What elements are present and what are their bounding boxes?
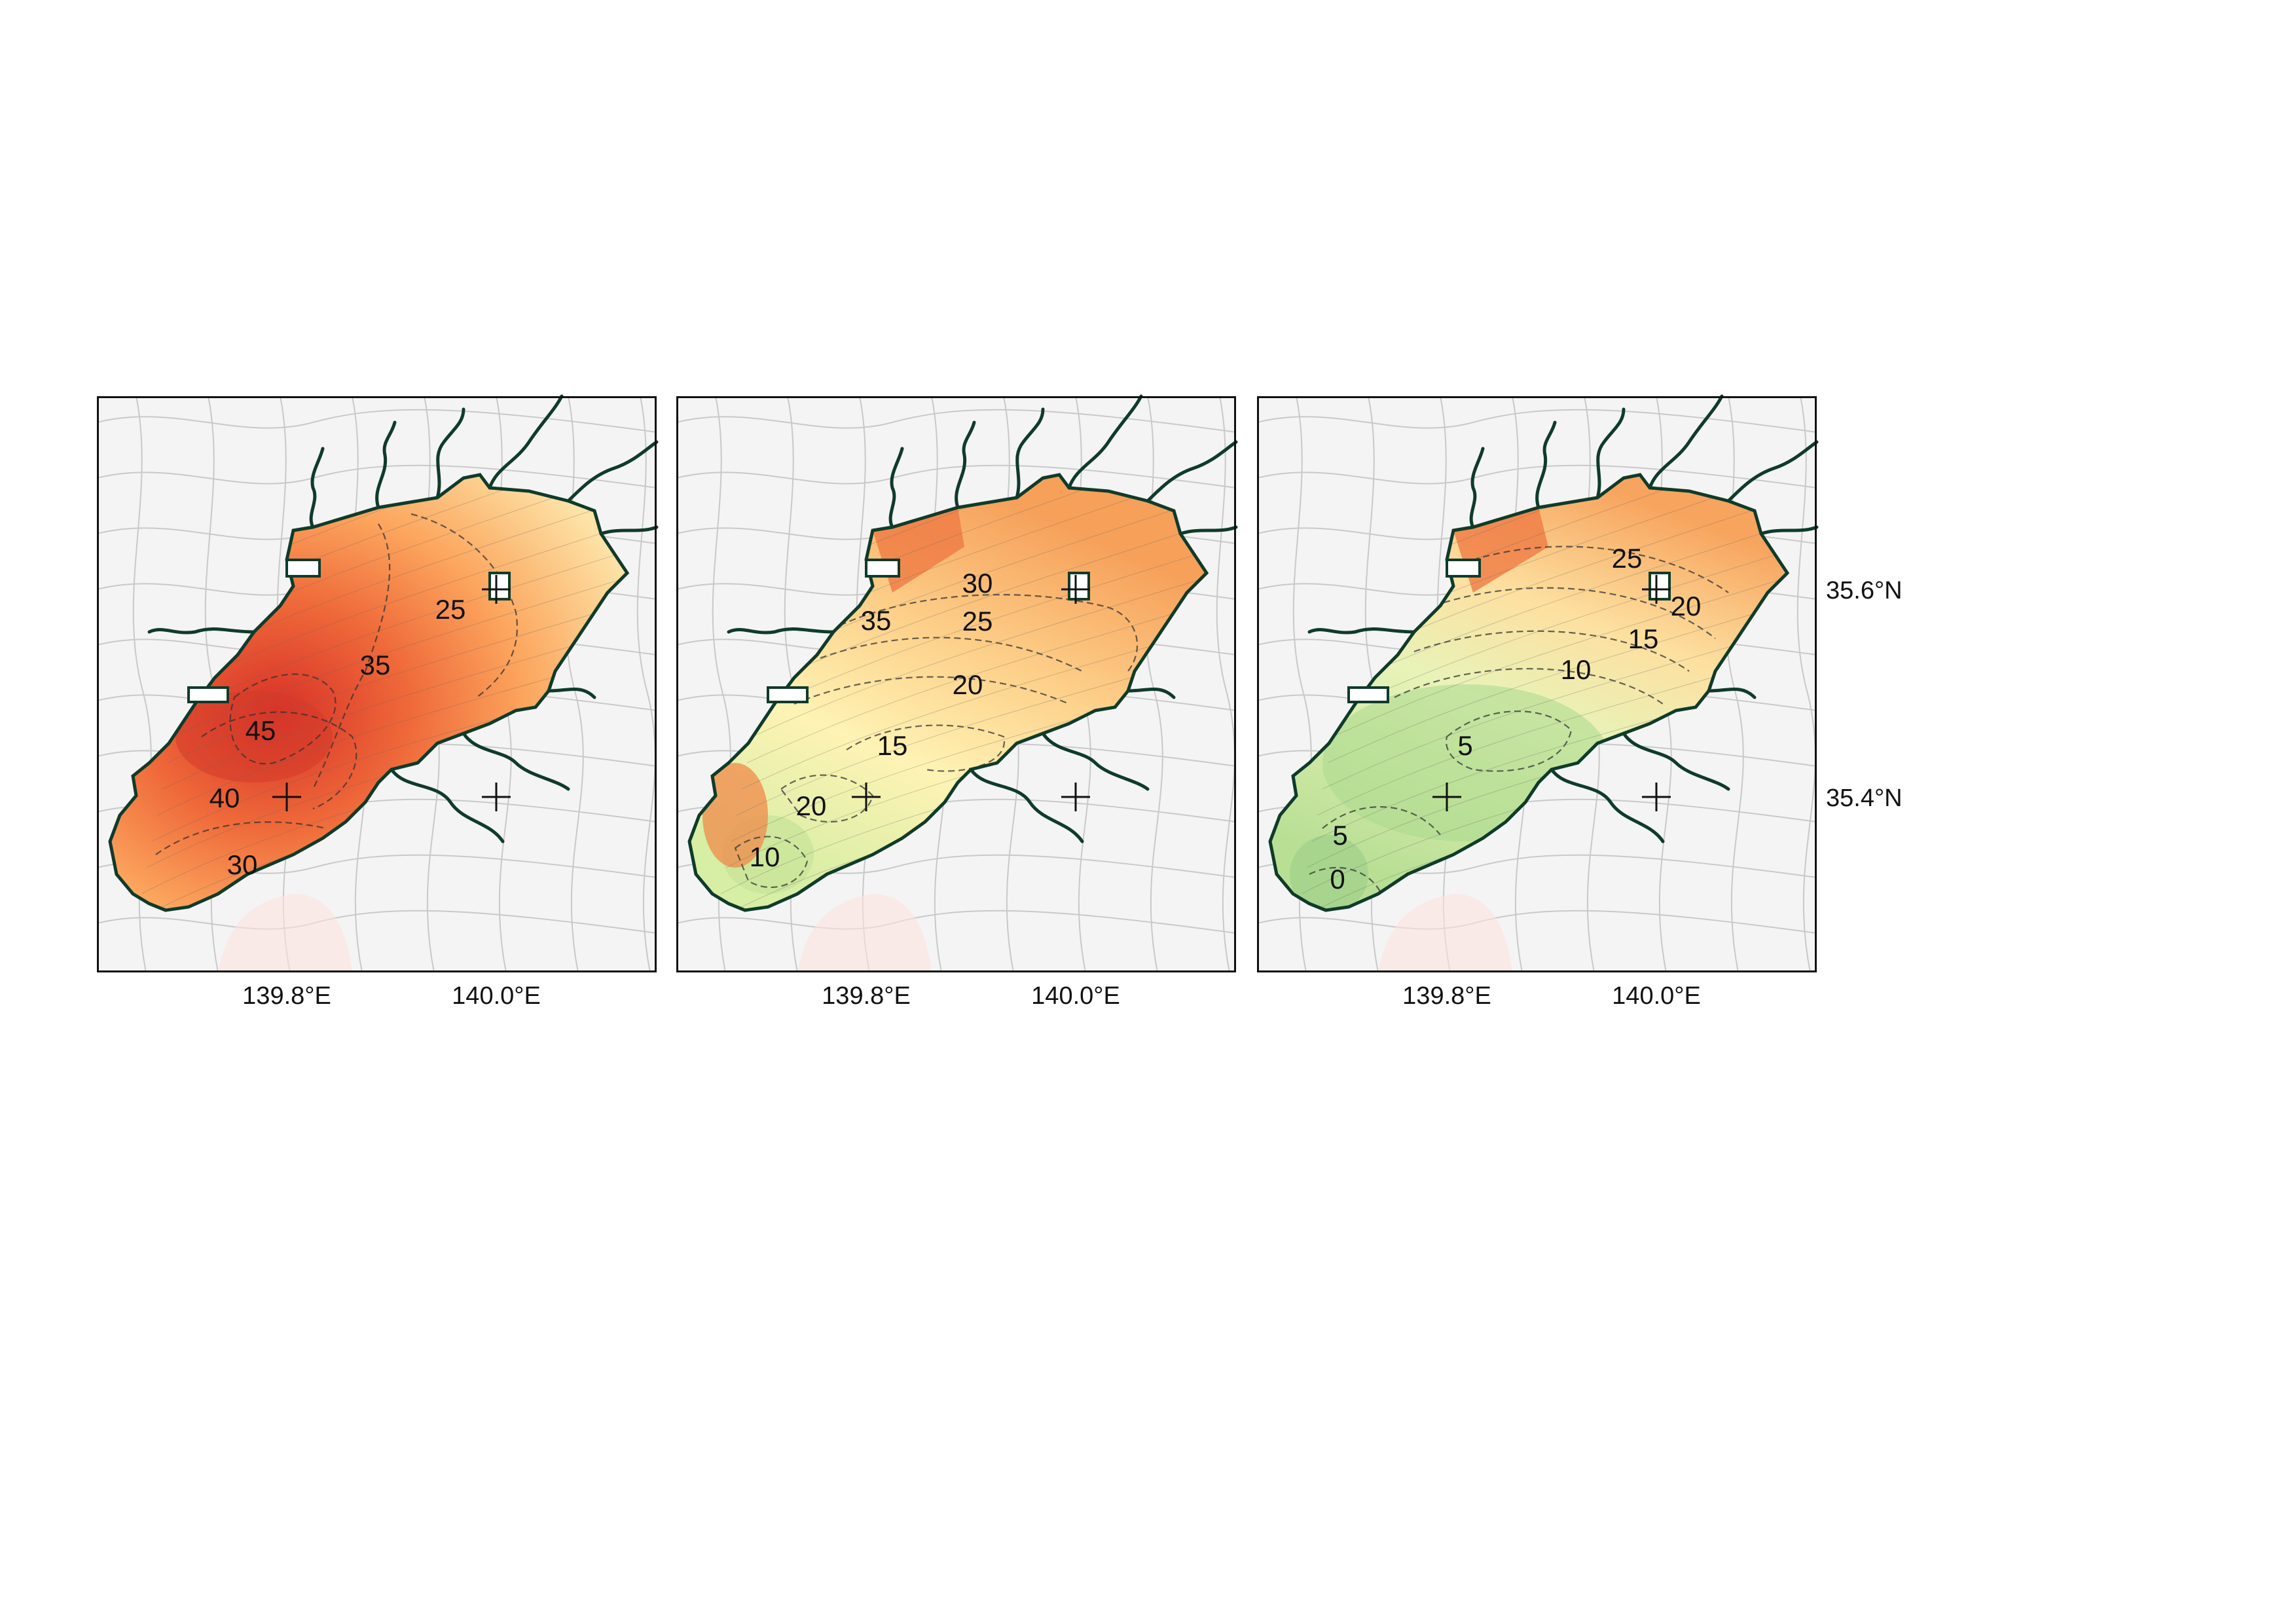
y-tick-label: 35.6°N: [1826, 577, 1903, 604]
crosshair-marker: [852, 783, 881, 811]
crosshair-marker: [1642, 783, 1671, 811]
contour-label: 25: [1612, 543, 1643, 574]
panel-frame: [97, 396, 657, 972]
x-tick-label: 140.0°E: [452, 982, 541, 1010]
x-tick-label: 139.8°E: [822, 982, 911, 1010]
contour-label: 30: [227, 849, 258, 880]
crosshair-marker: [1061, 575, 1090, 604]
contour-label: 45: [246, 715, 276, 746]
contour-label: 40: [210, 783, 240, 813]
contour-label: 20: [796, 790, 827, 821]
contour-label: 35: [360, 650, 391, 680]
harbor-pier: [1649, 572, 1671, 600]
sea-color-field: [110, 475, 627, 910]
panel-frame: [676, 396, 1236, 972]
map-panel-3: 25 20 15 10 5 5 0: [1256, 394, 1819, 973]
contour-label: 35: [861, 605, 892, 636]
harbor-pier: [1347, 686, 1389, 703]
harbor-pier: [865, 559, 900, 578]
bay-mouth-shading: [218, 894, 352, 972]
contour-label: 25: [962, 606, 993, 637]
crosshair-marker: [1642, 575, 1671, 604]
contour-label: 15: [1628, 623, 1659, 654]
map-panel-2: 30 35 25 20 15 20 10: [676, 394, 1238, 973]
contour-label: 10: [750, 841, 780, 872]
y-tick-label: 35.4°N: [1826, 784, 1903, 812]
contour-label: 15: [877, 730, 908, 761]
harbor-pier: [767, 686, 809, 703]
harbor-pier: [1068, 572, 1090, 600]
bay-mouth-shading: [797, 894, 932, 972]
harbor-pier: [285, 559, 321, 578]
panel-frame: [1257, 396, 1817, 972]
rivers: [1307, 394, 1819, 843]
contour-label: 5: [1457, 730, 1472, 761]
contour-label: 25: [435, 594, 466, 625]
crosshair-marker: [1061, 783, 1090, 811]
rivers: [727, 394, 1238, 843]
x-tick-label: 140.0°E: [1612, 982, 1701, 1010]
x-tick-label: 139.8°E: [1402, 982, 1491, 1010]
x-tick-label: 140.0°E: [1031, 982, 1120, 1010]
harbor-pier: [488, 572, 511, 600]
contour-label: 5: [1332, 820, 1347, 851]
contour-label: 0: [1330, 864, 1345, 895]
bay-mouth-shading: [1378, 894, 1512, 972]
contour-label: 10: [1561, 654, 1592, 685]
contour-label: 20: [1671, 591, 1702, 621]
contour-label: 20: [953, 669, 983, 700]
crosshair-marker: [482, 783, 511, 811]
map-panel-1: 25 35 45 40 30: [96, 394, 659, 973]
rivers: [147, 394, 659, 843]
crosshair-marker: [1432, 783, 1461, 811]
crosshair-marker: [272, 783, 301, 811]
crosshair-marker: [482, 575, 511, 604]
harbor-pier: [187, 686, 229, 703]
x-tick-label: 139.8°E: [242, 982, 331, 1010]
harbor-pier: [1446, 559, 1481, 578]
contour-label: 30: [962, 568, 993, 599]
